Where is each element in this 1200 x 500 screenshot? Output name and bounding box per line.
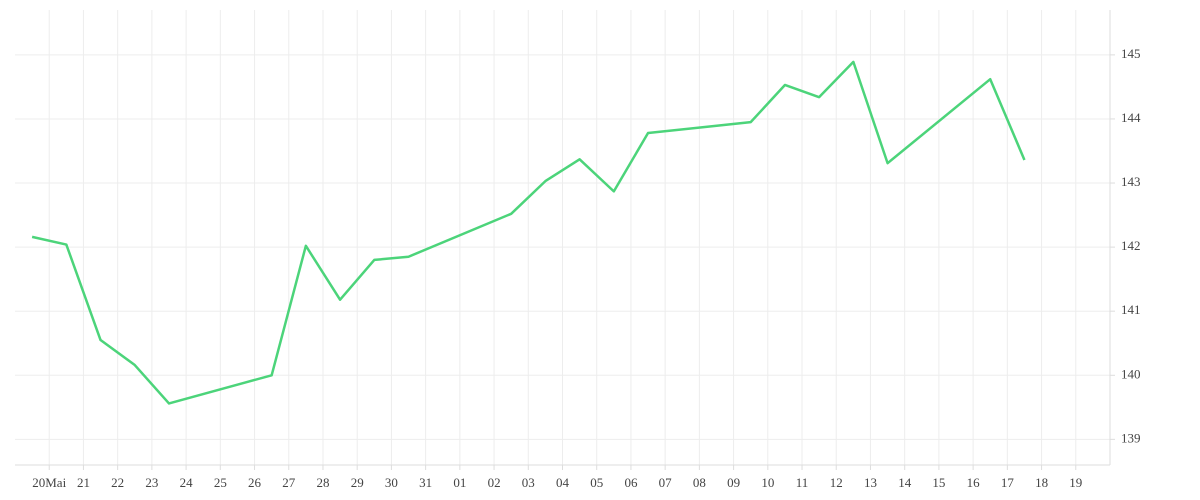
y-tick-label: 145 (1121, 46, 1141, 61)
y-tick-label: 141 (1121, 302, 1141, 317)
x-tick-label: 20Mai (32, 475, 66, 490)
x-tick-label: 28 (316, 475, 329, 490)
x-tick-label: 26 (248, 475, 262, 490)
x-tick-label: 08 (693, 475, 706, 490)
x-tick-label: 23 (145, 475, 158, 490)
x-tick-label: 12 (830, 475, 843, 490)
x-tick-label: 02 (488, 475, 501, 490)
x-tick-label: 03 (522, 475, 535, 490)
x-tick-label: 11 (796, 475, 809, 490)
x-tick-label: 16 (967, 475, 981, 490)
x-tick-label: 25 (214, 475, 227, 490)
y-tick-label: 139 (1121, 430, 1141, 445)
x-tick-label: 21 (77, 475, 90, 490)
x-tick-label: 07 (659, 475, 673, 490)
x-tick-label: 10 (761, 475, 774, 490)
x-tick-label: 31 (419, 475, 432, 490)
x-tick-label: 04 (556, 475, 570, 490)
x-tick-label: 13 (864, 475, 877, 490)
x-tick-label: 22 (111, 475, 124, 490)
y-tick-label: 144 (1121, 110, 1141, 125)
x-tick-label: 14 (898, 475, 912, 490)
x-tick-label: 29 (351, 475, 364, 490)
x-tick-label: 05 (590, 475, 603, 490)
x-tick-label: 01 (453, 475, 466, 490)
x-tick-label: 06 (624, 475, 638, 490)
x-tick-label: 17 (1001, 475, 1015, 490)
x-tick-label: 27 (282, 475, 296, 490)
x-tick-label: 19 (1069, 475, 1082, 490)
x-tick-label: 24 (180, 475, 194, 490)
line-series (31, 60, 1026, 405)
y-tick-label: 142 (1121, 238, 1141, 253)
y-tick-label: 143 (1121, 174, 1141, 189)
y-tick-label: 140 (1121, 366, 1141, 381)
x-tick-label: 09 (727, 475, 740, 490)
x-tick-label: 15 (932, 475, 945, 490)
x-tick-label: 18 (1035, 475, 1048, 490)
x-tick-label: 30 (385, 475, 398, 490)
